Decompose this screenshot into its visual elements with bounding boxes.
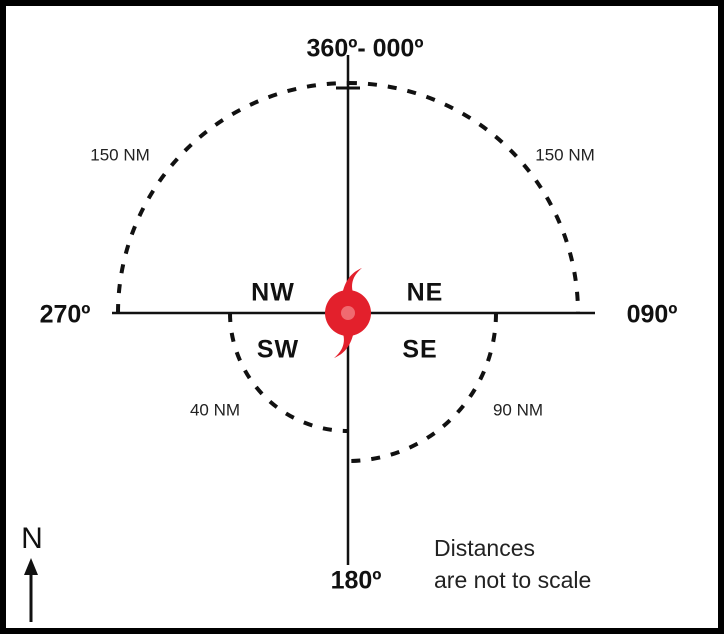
west-label: 270º xyxy=(40,301,91,329)
quadrant-label: SE xyxy=(402,336,437,364)
radius-label: 40 NM xyxy=(190,400,240,419)
ne-radius-arc xyxy=(347,81,580,314)
radius-label: 90 NM xyxy=(493,400,543,419)
note-line: Distances xyxy=(434,535,535,561)
note-line: are not to scale xyxy=(434,567,591,593)
nw-radius-arc xyxy=(116,81,349,314)
hurricane-eye xyxy=(341,306,355,320)
radius-label: 150 NM xyxy=(535,145,595,164)
south-label: 180º xyxy=(331,567,382,595)
radius-label: 150 NM xyxy=(90,145,150,164)
north-arrow-head xyxy=(24,558,38,575)
sw-radius-arc xyxy=(228,312,349,433)
quadrant-label: NE xyxy=(407,279,444,307)
north-arrow-label: N xyxy=(21,522,43,555)
east-label: 090º xyxy=(627,301,678,329)
se-radius-arc xyxy=(347,312,498,463)
quadrant-label: SW xyxy=(257,336,299,364)
north-label: 360º- 000º xyxy=(307,35,424,63)
quadrant-label: NW xyxy=(251,279,295,307)
